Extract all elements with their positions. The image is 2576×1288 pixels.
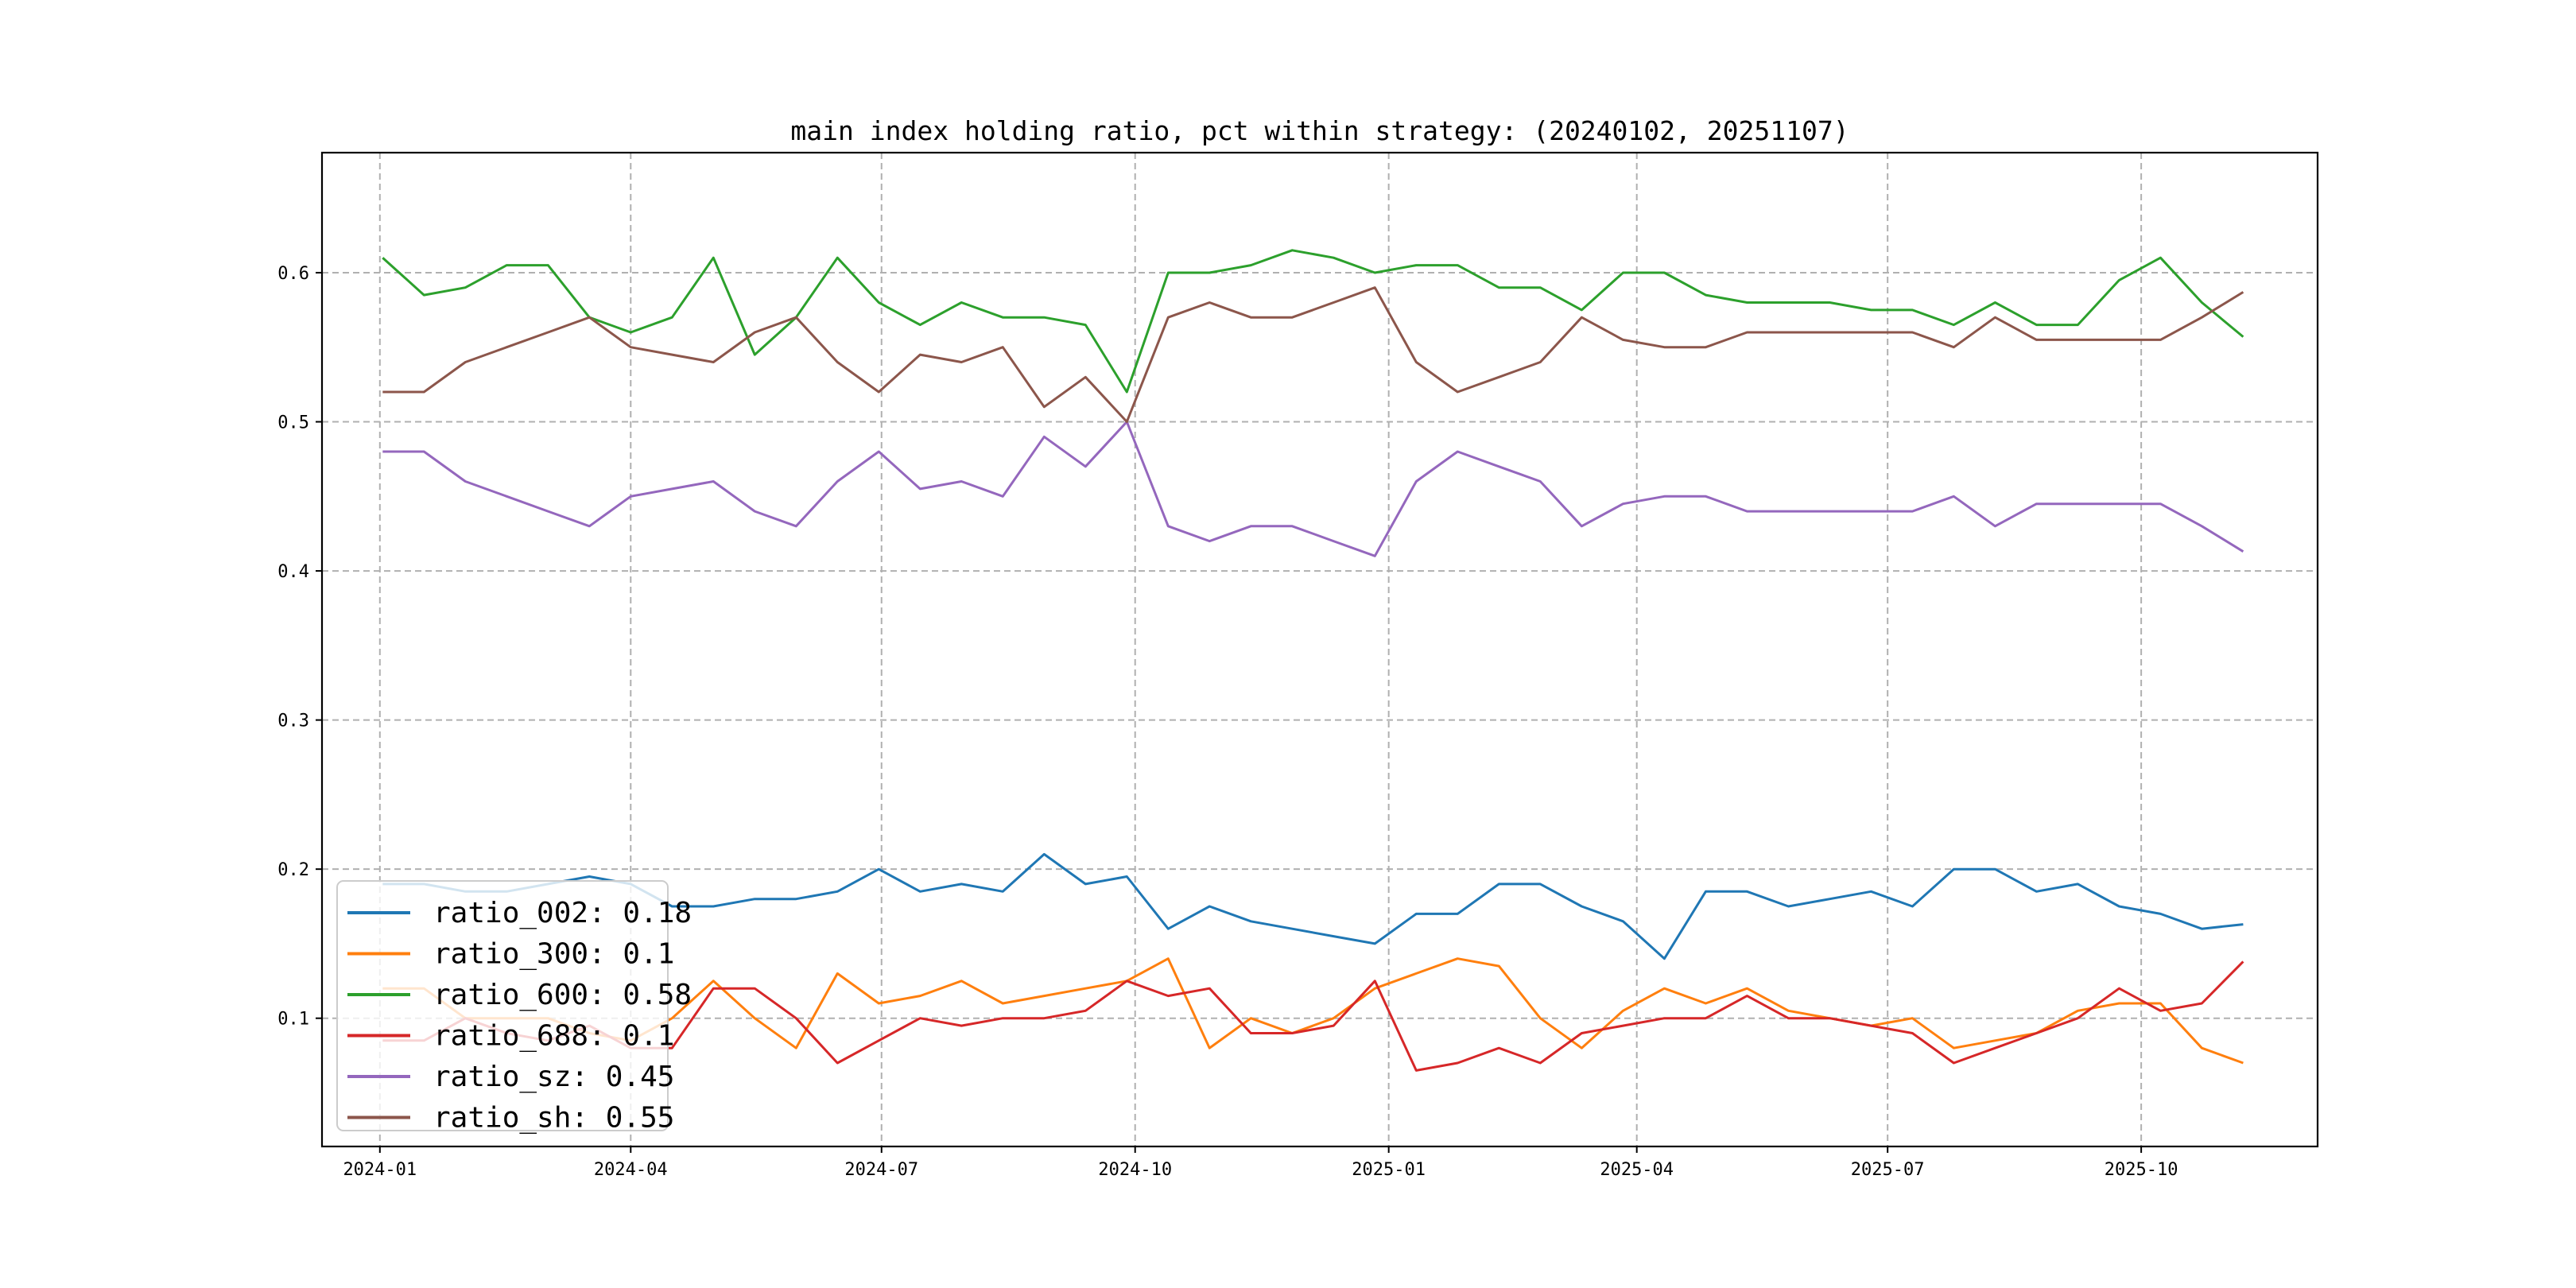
series-line-ratio-sz [382, 421, 2244, 557]
x-tick-label: 2025-07 [1851, 1160, 1925, 1180]
x-tick-label: 2025-01 [1352, 1160, 1426, 1180]
legend-label-ratio-sz: ratio_sz: 0.45 [433, 1061, 674, 1093]
legend-label-ratio-sh: ratio_sh: 0.55 [433, 1102, 674, 1135]
x-tick-label: 2024-01 [343, 1160, 417, 1180]
legend-label-ratio-600: ratio_600: 0.58 [433, 979, 692, 1011]
series-line-ratio-002 [382, 852, 2244, 960]
plot-frame [320, 151, 2319, 1148]
legend-label-ratio-002: ratio_002: 0.18 [433, 897, 692, 929]
x-tick-label: 2025-04 [1600, 1160, 1674, 1180]
y-tick-label: 0.3 [277, 712, 309, 731]
x-tick-label: 2024-10 [1098, 1160, 1172, 1180]
series-line-ratio-300 [382, 957, 2244, 1065]
legend-label-ratio-688: ratio_688: 0.1 [433, 1020, 674, 1053]
y-tick-label: 0.1 [277, 1010, 309, 1030]
series-lines [382, 249, 2244, 1072]
y-tick-label: 0.5 [277, 413, 309, 433]
y-tick-label: 0.4 [277, 562, 309, 582]
legend-box [336, 880, 669, 1131]
series-line-ratio-sh [382, 286, 2244, 423]
series-line-ratio-688 [382, 960, 2244, 1072]
chart-title: main index holding ratio, pct within str… [790, 115, 1849, 146]
legend-label-ratio-300: ratio_300: 0.1 [433, 938, 674, 971]
series-line-ratio-600 [382, 249, 2244, 394]
x-tick-label: 2024-07 [844, 1160, 918, 1180]
axis-ticks: 0.1 0.2 0.3 0.4 0.5 0.6 2024-01 2024-04 2024-07 2… [277, 264, 2178, 1180]
legend: ratio_002: 0.18 ratio_300: 0.1 ratio_600: … [336, 880, 692, 1135]
y-tick-label: 0.2 [277, 860, 309, 880]
x-tick-label: 2024-04 [594, 1160, 668, 1180]
grid [322, 153, 2318, 1146]
x-tick-label: 2025-10 [2105, 1160, 2178, 1180]
y-tick-label: 0.6 [277, 264, 309, 284]
